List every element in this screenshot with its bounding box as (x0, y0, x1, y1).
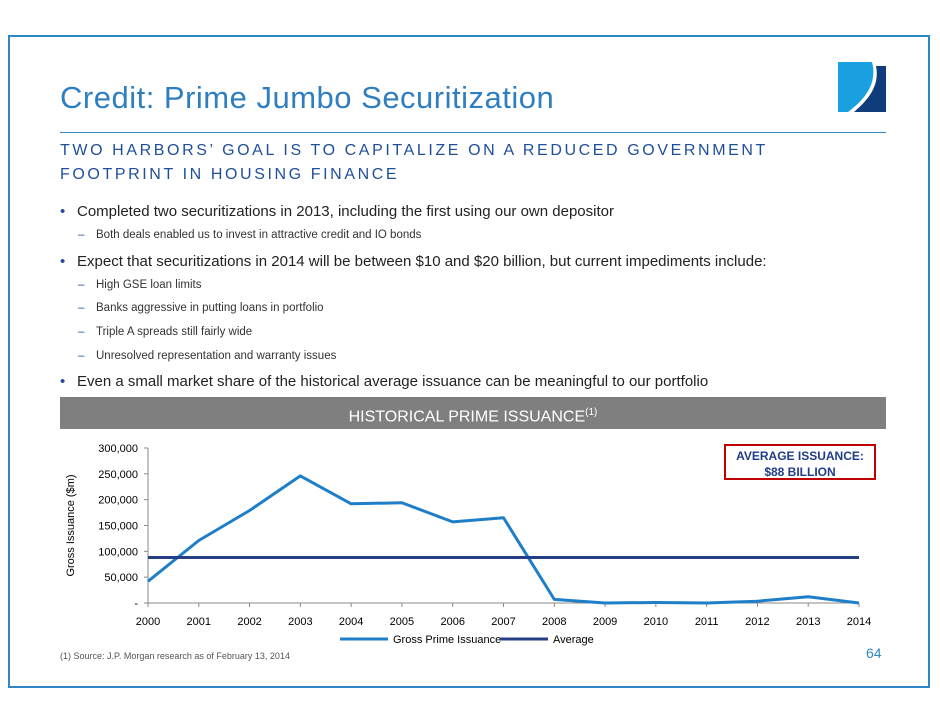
callout-line1: AVERAGE ISSUANCE: (736, 449, 864, 463)
two-harbors-logo (838, 62, 886, 112)
y-axis-label: Gross Issuance ($m) (65, 474, 77, 576)
title-rule (60, 132, 886, 133)
x-tick-label: 2003 (288, 616, 312, 628)
slide-frame (8, 35, 930, 688)
x-tick-label: 2000 (136, 616, 160, 628)
callout-line2: $88 BILLION (764, 465, 836, 479)
y-tick-label: 150,000 (98, 521, 138, 533)
average-callout: AVERAGE ISSUANCE: $88 BILLION (724, 444, 876, 480)
banner-text: HISTORICAL PRIME ISSUANCE (348, 408, 586, 426)
x-tick-label: 2010 (644, 616, 668, 628)
subtitle: TWO HARBORS’ GOAL IS TO CAPITALIZE ON A … (60, 142, 768, 183)
page-title: Credit: Prime Jumbo Securitization (60, 80, 555, 115)
x-tick-label: 2012 (745, 616, 769, 628)
footnote: (1) Source: J.P. Morgan research as of F… (60, 651, 290, 661)
x-tick-label: 2009 (593, 616, 617, 628)
x-tick-label: 2007 (491, 616, 515, 628)
y-tick-label: - (134, 598, 138, 610)
bullet: Even a small market share of the histori… (60, 373, 708, 390)
y-tick-label: 200,000 (98, 495, 138, 507)
gross-issuance-line (147, 474, 860, 605)
x-tick-label: 2004 (339, 616, 363, 628)
x-tick-label: 2005 (390, 616, 414, 628)
sub-bullet: Triple A spreads still fairly wide (78, 326, 252, 338)
x-tick-label: 2002 (237, 616, 261, 628)
x-tick-label: 2013 (796, 616, 820, 628)
page-number: 64 (866, 645, 882, 661)
legend-label: Gross Prime Issuance (393, 634, 501, 646)
sub-bullet: High GSE loan limits (78, 279, 201, 291)
sub-bullet: Unresolved representation and warranty i… (78, 350, 336, 362)
x-tick-label: 2014 (847, 616, 871, 628)
banner-footnote-ref: (1) (585, 407, 598, 418)
sub-bullet: Banks aggressive in putting loans in por… (78, 302, 324, 314)
legend-label: Average (553, 634, 594, 646)
bullet: Completed two securitizations in 2013, i… (60, 203, 614, 220)
y-tick-label: 50,000 (104, 572, 138, 584)
x-tick-label: 2011 (695, 616, 719, 628)
y-tick-label: 250,000 (98, 469, 138, 481)
sub-bullet: Both deals enabled us to invest in attra… (78, 229, 421, 241)
bullet: Expect that securitizations in 2014 will… (60, 253, 767, 270)
y-tick-label: 100,000 (98, 546, 138, 558)
y-tick-label: 300,000 (98, 443, 138, 455)
x-tick-label: 2006 (440, 616, 464, 628)
x-tick-label: 2001 (187, 616, 211, 628)
issuance-chart: - 50,000 100,000 150,000 200,000 250,000 300,0… (65, 443, 871, 646)
x-tick-label: 2008 (542, 616, 566, 628)
chart-banner: HISTORICAL PRIME ISSUANCE(1) (60, 397, 886, 429)
